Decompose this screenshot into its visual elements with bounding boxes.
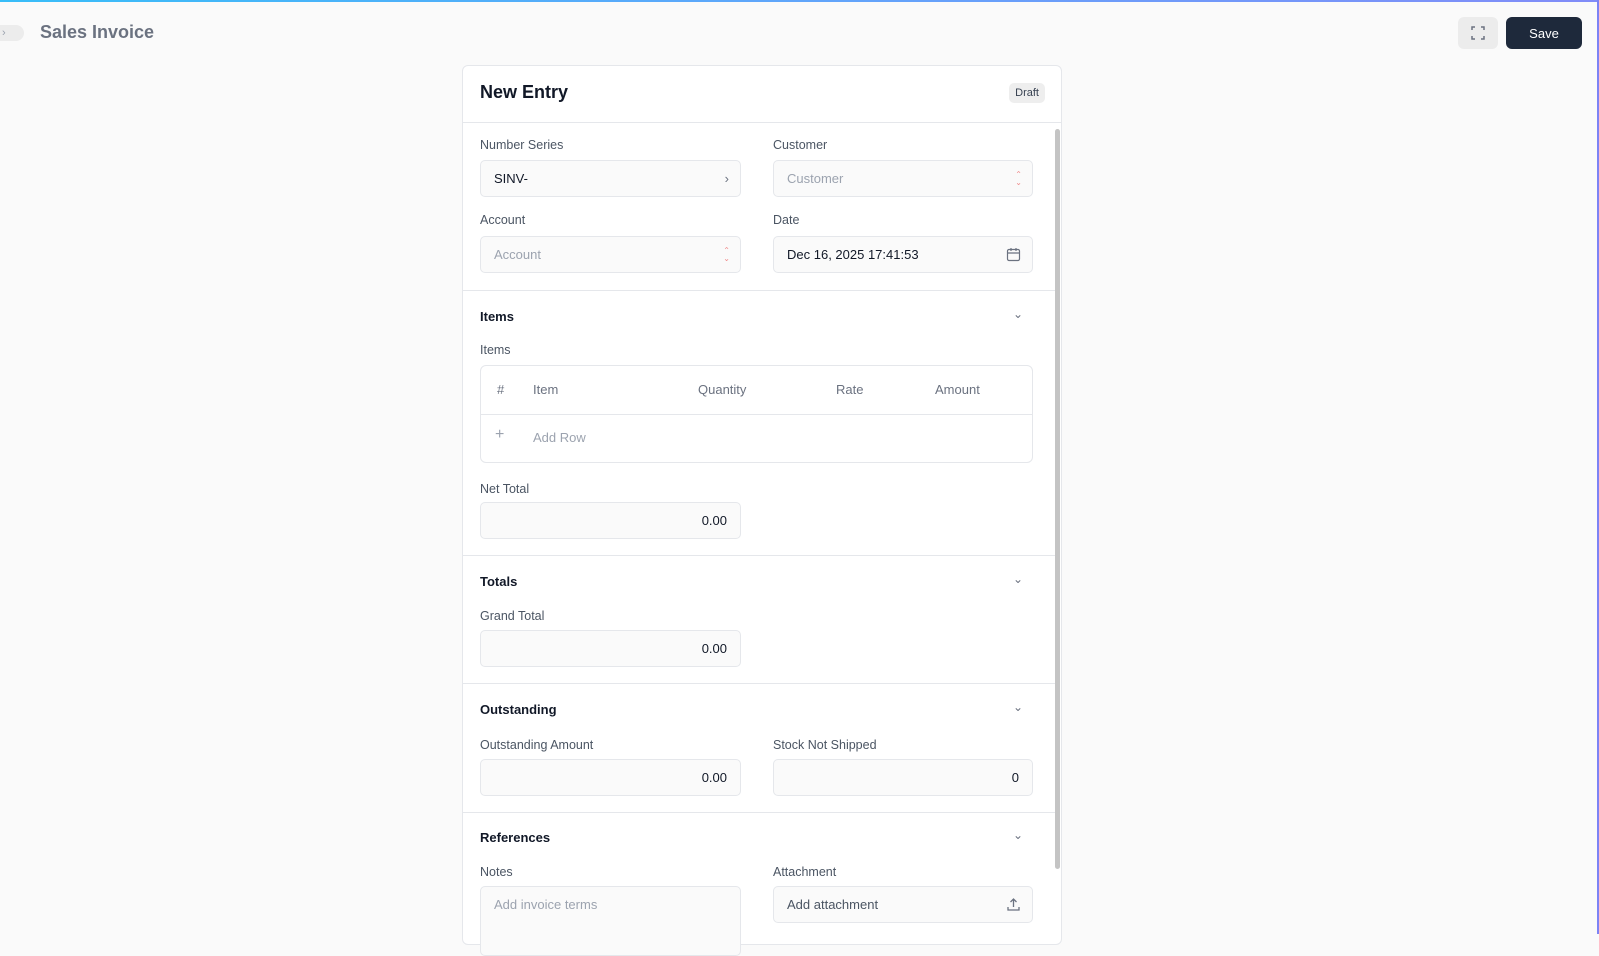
chevron-down-icon[interactable]: ⌄ [1013,572,1024,586]
divider [463,683,1055,684]
attachment-label: Attachment [773,865,837,879]
divider [481,414,1032,415]
account-label: Account [480,213,526,227]
column-header: Quantity [698,382,747,397]
customer-field[interactable]: Customer ⌃ ⌄ [773,160,1033,197]
chevron-down-icon[interactable]: ⌄ [1013,700,1024,714]
form-card: New Entry Draft Number Series SINV- › Cus… [462,65,1062,956]
grand-total-label: Grand Total [480,609,545,623]
date-field[interactable]: Dec 16, 2025 17:41:53 [773,236,1033,273]
date-label: Date [773,213,800,227]
column-header: Rate [836,382,864,397]
attachment-field[interactable]: Add attachment [773,886,1033,923]
items-table-label: Items [480,343,511,357]
column-header: Item [533,382,559,397]
notes-field[interactable]: Add invoice terms [480,886,741,956]
attachment-placeholder: Add attachment [787,897,879,912]
section-outstanding-title: Outstanding [480,702,557,717]
select-arrows-icon: ⌃ ⌄ [723,246,730,263]
add-row-button[interactable]: Add Row [533,430,586,445]
net-total-field[interactable]: 0.00 [480,502,741,539]
divider [463,812,1055,813]
chevron-right-icon: › [2,27,6,39]
number-series-label: Number Series [480,138,564,152]
customer-placeholder: Customer [787,171,844,186]
date-value: Dec 16, 2025 17:41:53 [787,247,919,262]
page-title: Sales Invoice [40,22,155,42]
chevron-right-icon: › [724,171,729,186]
fullscreen-button[interactable] [1458,17,1498,49]
form-title: New Entry [480,82,569,102]
scrollbar[interactable] [1055,129,1060,869]
chevron-down-icon[interactable]: ⌄ [1013,307,1024,321]
select-arrows-icon: ⌃ ⌄ [1015,170,1022,187]
column-header: # [497,382,505,397]
chevron-down-icon[interactable]: ⌄ [1013,828,1024,842]
net-total-label: Net Total [480,482,530,496]
sidebar-toggle-button[interactable]: › [0,25,24,41]
stock-not-shipped-field[interactable]: 0 [773,759,1033,796]
number-series-value: SINV- [494,171,528,186]
window-edge [1597,0,1599,934]
divider [463,290,1055,291]
customer-label: Customer [773,138,828,152]
expand-icon [1471,26,1485,40]
upload-icon[interactable] [1006,897,1021,912]
outstanding-amount-field[interactable]: 0.00 [480,759,741,796]
account-placeholder: Account [494,247,541,262]
outstanding-amount-label: Outstanding Amount [480,738,594,752]
divider [463,555,1055,556]
section-items-title: Items [480,309,514,324]
items-table: # Item Quantity Rate Amount + Add Row [480,365,1033,463]
grand-total-field[interactable]: 0.00 [480,630,741,667]
number-series-field[interactable]: SINV- › [480,160,741,197]
save-button[interactable]: Save [1506,17,1582,49]
account-field[interactable]: Account ⌃ ⌄ [480,236,741,273]
top-accent-line [0,0,1599,2]
calendar-icon[interactable] [1006,247,1021,262]
notes-label: Notes [480,865,513,879]
plus-icon[interactable]: + [495,426,505,443]
section-references-title: References [480,830,551,845]
column-header: Amount [935,382,980,397]
form-header: New Entry Draft [463,66,1061,123]
status-badge: Draft [1009,83,1045,103]
section-totals-title: Totals [480,574,518,589]
stock-not-shipped-label: Stock Not Shipped [773,738,877,752]
